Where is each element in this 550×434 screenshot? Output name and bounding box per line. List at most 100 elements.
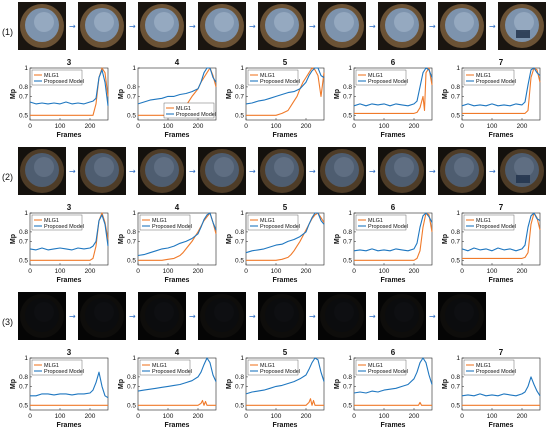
arrow-right-icon: → xyxy=(69,167,76,176)
y-tick-label: 0.8 xyxy=(19,374,28,381)
legend-entry: Proposed Model xyxy=(476,224,516,230)
series-line-proposed xyxy=(137,212,217,257)
series-line-mlg1 xyxy=(138,212,217,261)
frame-thumbnail xyxy=(498,147,546,195)
legend-entry: MLG1 xyxy=(368,218,383,224)
y-tick-label: 0.5 xyxy=(19,257,28,264)
series-line-proposed xyxy=(137,357,217,392)
legend-entry: MLG1 xyxy=(176,106,191,112)
x-tick-label: 0 xyxy=(28,268,32,275)
legend-entry: MLG1 xyxy=(152,218,167,224)
y-axis-label: Mp xyxy=(10,89,17,99)
x-tick-label: 200 xyxy=(301,123,312,130)
legend-entry: Proposed Model xyxy=(44,369,84,375)
y-tick-label: 1 xyxy=(348,65,352,72)
series-line-proposed xyxy=(461,212,541,252)
y-tick-label: 0.7 xyxy=(343,384,352,391)
arrow-right-icon: → xyxy=(249,22,256,31)
legend-entry: Proposed Model xyxy=(260,224,300,230)
series-line-proposed xyxy=(29,69,109,106)
legend-entry: MLG1 xyxy=(476,73,491,79)
series-line-mlg1 xyxy=(246,398,324,406)
legend-entry: Proposed Model xyxy=(476,79,516,85)
frame-thumbnail xyxy=(18,292,66,340)
arrow-right-icon: → xyxy=(249,167,256,176)
frame-thumbnail xyxy=(18,147,66,195)
frame-thumbnail xyxy=(198,2,246,50)
legend-entry: Proposed Model xyxy=(476,369,516,375)
frame-thumbnail xyxy=(18,2,66,50)
x-tick-label: 0 xyxy=(244,268,248,275)
series-line-mlg1 xyxy=(462,67,541,114)
x-axis-label: Frames xyxy=(165,277,190,284)
y-tick-label: 0.7 xyxy=(343,239,352,246)
y-tick-label: 0.7 xyxy=(451,94,460,101)
y-tick-label: 0.7 xyxy=(127,239,136,246)
y-tick-label: 0.8 xyxy=(235,374,244,381)
x-tick-label: 200 xyxy=(193,123,204,130)
y-axis-label: Mp xyxy=(118,89,125,99)
row-label-1: (1) xyxy=(2,27,13,37)
frame-thumbnail xyxy=(78,2,126,50)
row-label-2: (2) xyxy=(2,172,13,182)
arrow-right-icon: → xyxy=(69,22,76,31)
series-line-proposed xyxy=(353,357,433,394)
y-axis-label: Mp xyxy=(10,234,17,244)
x-tick-label: 200 xyxy=(301,413,312,420)
y-tick-label: 0.8 xyxy=(235,84,244,91)
x-axis-label: Frames xyxy=(381,422,406,429)
y-tick-label: 1 xyxy=(456,65,460,72)
x-tick-label: 100 xyxy=(487,123,498,130)
x-axis-label: Frames xyxy=(489,277,514,284)
y-tick-label: 0.5 xyxy=(343,257,352,264)
y-axis-label: Mp xyxy=(334,89,341,99)
legend-entry: Proposed Model xyxy=(368,79,408,85)
x-tick-label: 100 xyxy=(163,123,174,130)
y-tick-label: 0.7 xyxy=(343,94,352,101)
y-tick-label: 0.8 xyxy=(19,229,28,236)
y-tick-label: 0.5 xyxy=(235,257,244,264)
chart-title: 4 xyxy=(175,348,180,357)
y-axis-label: Mp xyxy=(118,234,125,244)
x-tick-label: 100 xyxy=(271,123,282,130)
x-tick-label: 100 xyxy=(271,268,282,275)
x-tick-label: 0 xyxy=(244,413,248,420)
x-tick-label: 0 xyxy=(28,123,32,130)
y-tick-label: 1 xyxy=(24,210,28,217)
y-tick-label: 0.5 xyxy=(235,402,244,409)
legend-entry: Proposed Model xyxy=(44,224,84,230)
y-tick-label: 0.8 xyxy=(343,229,352,236)
y-tick-label: 0.5 xyxy=(451,257,460,264)
x-tick-label: 200 xyxy=(193,413,204,420)
x-tick-label: 0 xyxy=(352,413,356,420)
series-line-proposed xyxy=(245,212,325,254)
y-tick-label: 1 xyxy=(132,210,136,217)
y-axis-label: Mp xyxy=(442,379,449,389)
y-tick-label: 0.5 xyxy=(343,112,352,119)
x-tick-label: 0 xyxy=(352,123,356,130)
chart-title: 3 xyxy=(67,58,72,67)
arrow-right-icon: → xyxy=(309,22,316,31)
series-line-proposed xyxy=(461,67,541,107)
y-axis-label: Mp xyxy=(334,234,341,244)
series-line-proposed xyxy=(245,67,325,105)
chart-title: 6 xyxy=(391,58,396,67)
x-tick-label: 100 xyxy=(55,268,66,275)
y-tick-label: 0.8 xyxy=(451,84,460,91)
frame-thumbnail xyxy=(138,147,186,195)
x-tick-label: 200 xyxy=(409,413,420,420)
x-tick-label: 0 xyxy=(244,123,248,130)
chart-title: 4 xyxy=(175,203,180,212)
y-tick-label: 0.7 xyxy=(451,239,460,246)
legend-entry: MLG1 xyxy=(260,363,275,369)
y-tick-label: 0.8 xyxy=(451,229,460,236)
arrow-right-icon: → xyxy=(309,167,316,176)
